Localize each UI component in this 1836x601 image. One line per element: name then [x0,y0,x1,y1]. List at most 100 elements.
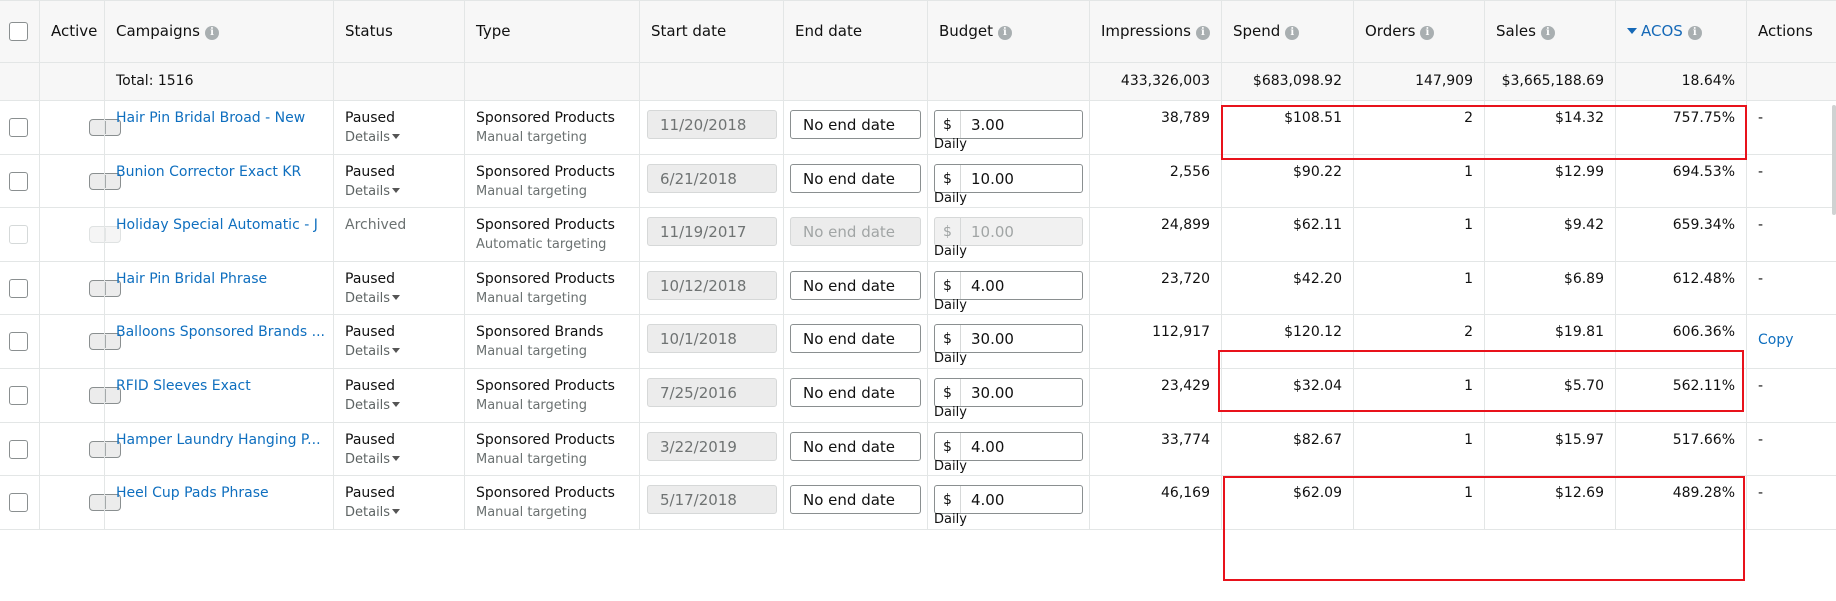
info-icon[interactable]: i [1285,26,1300,40]
total-impressions: 433,326,003 [1120,73,1210,89]
info-icon[interactable]: i [1687,26,1702,40]
row-select-cell [0,101,39,154]
header-active[interactable]: Active [39,1,104,62]
campaign-name-link[interactable]: Hair Pin Bridal Phrase [116,271,268,287]
row-checkbox[interactable] [9,386,28,405]
budget-input[interactable]: $ 4.00 [934,271,1083,300]
details-dropdown[interactable]: Details [345,505,401,520]
impressions-value: 2,556 [1169,164,1210,180]
row-end-cell: No end date [783,101,927,154]
info-icon[interactable]: i [1420,26,1435,40]
row-active-cell [39,476,121,529]
budget-input[interactable]: $ 4.00 [934,432,1083,461]
chevron-down-icon [392,509,401,514]
row-start-cell: 11/19/2017 [639,208,783,261]
end-date-field[interactable]: No end date [790,217,921,246]
end-date-field[interactable]: No end date [790,432,921,461]
header-type[interactable]: Type [464,1,639,62]
header-start-date[interactable]: Start date [639,1,783,62]
row-sales-cell: $14.32 [1484,101,1615,154]
budget-input[interactable]: $ 3.00 [934,110,1083,139]
header-acos[interactable]: ACOS i [1615,1,1746,62]
status-text: Paused [345,271,396,287]
start-date-field: 10/12/2018 [647,271,777,300]
budget-input[interactable]: $ 30.00 [934,324,1083,353]
budget-input[interactable]: $ 30.00 [934,378,1083,407]
active-toggle[interactable] [89,173,121,190]
details-dropdown[interactable]: Details [345,344,401,359]
details-dropdown[interactable]: Details [345,130,401,145]
row-action: - [1758,217,1764,233]
active-toggle[interactable] [89,119,121,136]
row-start-cell: 11/20/2018 [639,101,783,154]
header-end-date[interactable]: End date [783,1,927,62]
chevron-down-icon [392,456,401,461]
row-acos-cell: 606.36% [1615,315,1746,368]
header-impressions[interactable]: Impressions i [1089,1,1221,62]
active-toggle[interactable] [89,387,121,404]
end-date-field[interactable]: No end date [790,324,921,353]
campaign-name-link[interactable]: Balloons Sponsored Brands ... [116,324,325,340]
total-empty-cell [639,63,783,100]
row-campaign-cell: Hamper Laundry Hanging P... [104,423,333,475]
info-icon[interactable]: i [205,26,220,40]
end-date-field[interactable]: No end date [790,378,921,407]
active-toggle[interactable] [89,333,121,350]
row-checkbox[interactable] [9,493,28,512]
row-checkbox[interactable] [9,225,28,244]
info-icon[interactable]: i [997,26,1012,40]
select-all-checkbox[interactable] [9,22,28,41]
row-checkbox[interactable] [9,279,28,298]
details-dropdown[interactable]: Details [345,184,401,199]
info-icon[interactable]: i [1540,26,1555,40]
header-orders[interactable]: Orders i [1353,1,1484,62]
end-date-field[interactable]: No end date [790,164,921,193]
row-checkbox[interactable] [9,172,28,191]
budget-input[interactable]: $ 4.00 [934,485,1083,514]
row-orders-cell: 2 [1353,315,1484,368]
currency-symbol: $ [935,433,961,460]
row-checkbox[interactable] [9,332,28,351]
campaign-name-link[interactable]: Bunion Corrector Exact KR [116,164,302,180]
campaign-name-link[interactable]: RFID Sleeves Exact [116,378,251,394]
details-dropdown[interactable]: Details [345,452,401,467]
active-toggle[interactable] [89,280,121,297]
campaign-name-link[interactable]: Hair Pin Bridal Broad - New [116,110,306,126]
row-checkbox[interactable] [9,440,28,459]
budget-input[interactable]: $ 10.00 [934,217,1083,246]
table-row: Holiday Special Automatic - J Archived S… [0,208,1836,262]
row-acos-cell: 694.53% [1615,155,1746,207]
end-date-field[interactable]: No end date [790,110,921,139]
row-status-cell: Paused Details [333,101,464,154]
header-campaigns[interactable]: Campaigns i [104,1,333,62]
row-action: - [1758,378,1764,394]
campaign-name-link[interactable]: Heel Cup Pads Phrase [116,485,269,501]
campaign-type: Sponsored Products [476,432,615,448]
header-spend[interactable]: Spend i [1221,1,1353,62]
acos-value: 606.36% [1672,324,1735,340]
header-budget[interactable]: Budget i [927,1,1089,62]
row-status-cell: Paused Details [333,476,464,529]
header-status[interactable]: Status [333,1,464,62]
active-toggle[interactable] [89,226,121,243]
vertical-scrollbar[interactable] [1832,105,1836,215]
row-checkbox[interactable] [9,118,28,137]
active-toggle[interactable] [89,494,121,511]
info-icon[interactable]: i [1195,26,1210,40]
end-date-field[interactable]: No end date [790,271,921,300]
orders-value: 1 [1464,217,1473,233]
row-acos-cell: 489.28% [1615,476,1746,529]
budget-input[interactable]: $ 10.00 [934,164,1083,193]
header-sales[interactable]: Sales i [1484,1,1615,62]
active-toggle[interactable] [89,441,121,458]
campaign-name-link[interactable]: Holiday Special Automatic - J [116,217,318,233]
end-date-field[interactable]: No end date [790,485,921,514]
campaign-name-link[interactable]: Hamper Laundry Hanging P... [116,432,321,448]
details-dropdown[interactable]: Details [345,291,401,306]
total-empty-cell [464,63,639,100]
copy-link[interactable]: Copy [1758,332,1794,348]
start-date-field: 11/19/2017 [647,217,777,246]
budget-period: Daily [934,459,967,474]
details-dropdown[interactable]: Details [345,398,401,413]
row-spend-cell: $120.12 [1221,315,1353,368]
